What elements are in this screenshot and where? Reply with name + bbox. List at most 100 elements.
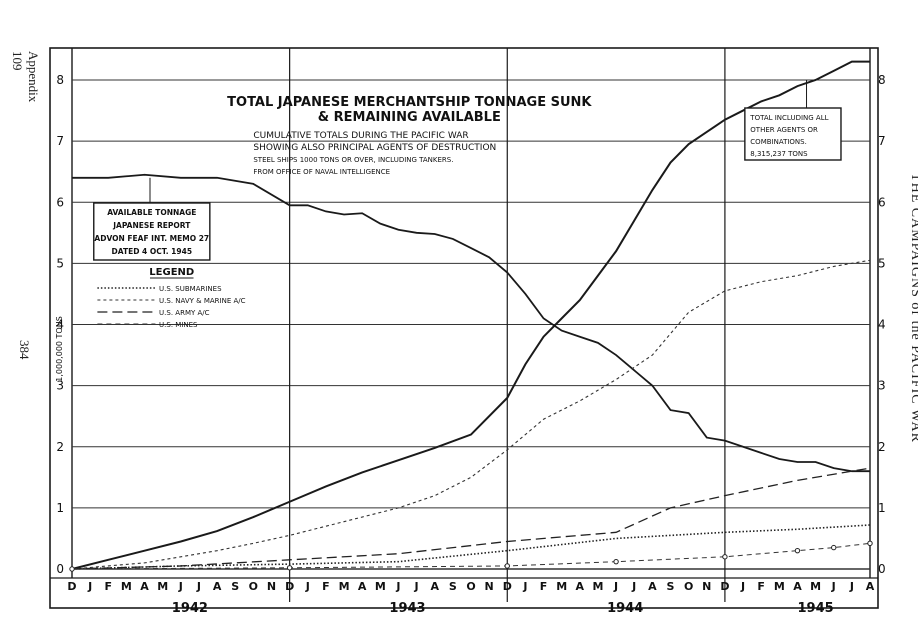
x-tick-label: A (648, 580, 657, 593)
x-tick-label: A (866, 580, 875, 593)
y-tick-left: 4 (56, 318, 64, 332)
x-tick-label: J (613, 580, 618, 593)
annotation-text: DATED 4 OCT. 1945 (112, 247, 193, 256)
annotation-text: OTHER AGENTS OR (750, 126, 818, 134)
chart-title-line: & REMAINING AVAILABLE (318, 110, 501, 125)
x-tick-label: S (449, 580, 457, 593)
x-tick-label: O (249, 580, 258, 593)
series-line (71, 259, 871, 570)
x-tick-label: J (740, 580, 745, 593)
x-tick-label: M (810, 580, 821, 593)
y-tick-right: 8 (878, 73, 886, 87)
annotation-text: 8,315,237 TONS (750, 150, 808, 158)
y-tick-right: 4 (878, 318, 886, 332)
y-tick-right: 2 (878, 440, 886, 454)
legend-label: U.S. SUBMARINES (159, 285, 222, 293)
x-tick-label: F (540, 580, 548, 593)
x-tick-label: J (87, 580, 92, 593)
legend-label: U.S. ARMY A/C (159, 309, 210, 317)
y-axis-label: 1,000,000 TONS (55, 316, 64, 382)
year-label: 1945 (797, 601, 833, 616)
chart-subtitle-line: FROM OFFICE OF NAVAL INTELLIGENCE (253, 168, 390, 176)
y-tick-right: 5 (878, 256, 886, 270)
year-label: 1944 (607, 601, 643, 616)
x-tick-label: M (592, 580, 603, 593)
annotation-text: AVAILABLE TONNAGE (107, 208, 196, 217)
year-label: 1943 (389, 601, 425, 616)
series-point (504, 563, 510, 569)
chart-title-line: TOTAL JAPANESE MERCHANTSHIP TONNAGE SUNK (227, 95, 592, 110)
x-tick-label: D (67, 580, 76, 593)
y-tick-left: 2 (56, 440, 64, 454)
x-tick-label: N (485, 580, 494, 593)
x-tick-label: A (576, 580, 585, 593)
x-tick-label: F (322, 580, 330, 593)
y-tick-right: 3 (878, 379, 886, 393)
x-tick-label: M (375, 580, 386, 593)
x-tick-label: F (757, 580, 765, 593)
x-tick-label: A (140, 580, 149, 593)
annotation-box (744, 107, 842, 161)
series-line (71, 60, 870, 570)
chart-subtitle-line: CUMULATIVE TOTALS DURING THE PACIFIC WAR (253, 131, 468, 141)
x-tick-label: A (430, 580, 439, 593)
legend-title: LEGEND (149, 267, 194, 278)
x-tick-label: J (831, 580, 836, 593)
chart-subtitle-line: STEEL SHIPS 1000 TONS OR OVER, INCLUDING… (253, 156, 453, 164)
series-line (72, 173, 870, 473)
x-tick-label: N (267, 580, 276, 593)
x-tick-label: D (285, 580, 294, 593)
series-line (71, 524, 871, 570)
annotation-box (93, 202, 211, 261)
y-tick-left: 5 (56, 256, 64, 270)
x-tick-label: J (849, 580, 854, 593)
annotation-text: TOTAL INCLUDING ALL (749, 114, 828, 122)
y-tick-left: 0 (56, 562, 64, 576)
x-tick-label: J (414, 580, 419, 593)
y-tick-left: 3 (56, 379, 64, 393)
annotation-text: ADVON FEAF INT. MEMO 27 (94, 234, 209, 243)
x-tick-label: M (556, 580, 567, 593)
x-tick-label: D (503, 580, 512, 593)
series-point (831, 544, 837, 551)
annotation-text: JAPANESE REPORT (112, 221, 191, 230)
x-tick-label: A (793, 580, 802, 593)
y-tick-left: 7 (56, 134, 64, 148)
x-tick-label: A (213, 580, 222, 593)
x-tick-label: M (121, 580, 132, 593)
chart-subtitle-line: SHOWING ALSO PRINCIPAL AGENTS OF DESTRUC… (253, 143, 496, 153)
series-line (71, 467, 871, 570)
x-tick-label: J (305, 580, 310, 593)
annotation-text: COMBINATIONS. (750, 138, 807, 146)
legend-label: U.S. MINES (159, 321, 198, 329)
x-tick-label: M (774, 580, 785, 593)
x-tick-label: A (358, 580, 367, 593)
x-tick-label: O (684, 580, 693, 593)
y-tick-right: 7 (878, 134, 886, 148)
x-tick-label: N (702, 580, 711, 593)
x-tick-label: M (339, 580, 350, 593)
x-tick-label: O (466, 580, 475, 593)
y-tick-left: 6 (56, 195, 64, 209)
x-tick-label: D (720, 580, 729, 593)
y-tick-right: 1 (878, 501, 886, 515)
y-tick-right: 6 (878, 195, 886, 209)
series-point (613, 558, 619, 565)
series-point (286, 565, 293, 571)
y-tick-left: 1 (56, 501, 64, 515)
y-tick-left: 8 (56, 73, 64, 87)
x-tick-label: S (231, 580, 239, 593)
x-tick-label: J (522, 580, 527, 593)
series-line (71, 542, 871, 570)
y-tick-right: 0 (878, 562, 886, 576)
x-tick-label: S (667, 580, 675, 593)
series-point (69, 566, 75, 572)
legend-label: U.S. NAVY & MARINE A/C (159, 297, 246, 305)
year-label: 1942 (172, 601, 208, 616)
series-point (722, 554, 728, 560)
x-tick-label: M (157, 580, 168, 593)
series-point (867, 540, 873, 547)
x-tick-label: J (196, 580, 201, 593)
x-tick-label: J (631, 580, 636, 593)
